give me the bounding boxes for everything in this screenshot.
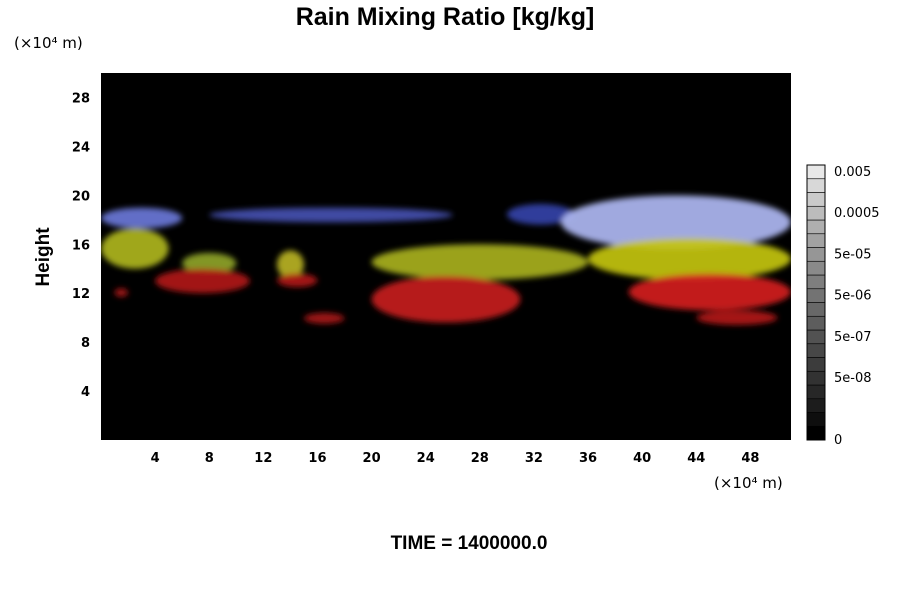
x-tick-label: 24 <box>417 451 435 466</box>
x-tick-label: 48 <box>741 451 759 466</box>
colorbar-label: 0.0005 <box>834 206 880 221</box>
colorbar-segment <box>806 357 826 372</box>
colorbar-segment <box>806 233 826 248</box>
colorbar-segment <box>806 302 826 317</box>
colorbar-segment <box>806 205 826 221</box>
colorbar-segment <box>806 315 826 331</box>
x-tick-label: 16 <box>308 451 326 466</box>
colorbar-segment <box>806 398 826 413</box>
x-axis-ticks: 4 8 12 16 20 24 28 32 36 40 44 48 <box>151 451 760 466</box>
colorbar-segment <box>806 425 826 441</box>
colorbar-segment <box>806 247 826 262</box>
rain-region-red-11 <box>371 276 521 323</box>
colorbar-label: 0 <box>834 433 842 448</box>
x-tick-label: 44 <box>687 451 705 466</box>
colorbar <box>806 164 826 441</box>
rain-region-red-10 <box>276 273 318 288</box>
rain-region-yellow-5 <box>182 252 237 274</box>
colorbar-frame <box>806 164 826 441</box>
colorbar-segment <box>806 329 826 345</box>
x-tick-label: 8 <box>205 451 214 466</box>
x-tick-label: 28 <box>471 451 489 466</box>
x-tick-label: 20 <box>363 451 381 466</box>
colorbar-segment <box>806 219 826 235</box>
colorbar-segment <box>806 164 826 180</box>
colorbar-label: 5e-05 <box>834 247 872 262</box>
colorbar-labels: 0.005 0.0005 5e-05 5e-06 5e-07 5e-08 0 <box>834 165 880 448</box>
x-tick-label: 12 <box>254 451 272 466</box>
rain-region-red-13 <box>696 310 778 326</box>
colorbar-segment <box>806 370 826 386</box>
y-tick-label: 24 <box>72 140 90 155</box>
colorbar-segment <box>806 192 826 207</box>
colorbar-segment <box>806 288 826 303</box>
y-tick-label: 28 <box>72 91 90 106</box>
rain-region-blue-0 <box>101 207 183 229</box>
y-tick-label: 20 <box>72 189 90 204</box>
rain-region-red-9 <box>155 268 250 294</box>
colorbar-label: 5e-06 <box>834 289 872 304</box>
rain-region-yellow-4 <box>101 228 169 269</box>
colorbar-segment <box>806 178 826 193</box>
colorbar-label: 5e-08 <box>834 371 872 386</box>
x-tick-label: 32 <box>525 451 543 466</box>
rain-region-blue-2 <box>506 203 575 225</box>
rain-region-red-12 <box>628 273 791 311</box>
colorbar-label: 5e-07 <box>834 330 872 345</box>
x-tick-label: 36 <box>579 451 597 466</box>
y-axis-ticks: 4 8 12 16 20 24 28 <box>72 91 90 400</box>
x-tick-label: 40 <box>633 451 651 466</box>
rain-region-yellow-6 <box>276 250 304 279</box>
colorbar-segment <box>806 343 826 358</box>
time-label: TIME = 1400000.0 <box>391 533 548 554</box>
rain-regions <box>101 195 791 326</box>
colorbar-label: 0.005 <box>834 165 871 180</box>
colorbar-segment <box>806 412 826 427</box>
rain-region-yellow-8 <box>588 238 791 280</box>
rain-region-blue-1 <box>209 207 453 223</box>
colorbar-segment <box>806 274 826 290</box>
rain-region-red-15 <box>114 288 129 297</box>
y-tick-label: 12 <box>72 287 90 302</box>
y-tick-label: 8 <box>81 336 90 351</box>
rain-region-red-14 <box>303 312 345 324</box>
colorbar-segment <box>806 384 826 400</box>
rain-region-blue-3 <box>561 195 791 250</box>
x-tick-label: 4 <box>151 451 160 466</box>
y-axis-unit: (×10⁴ m) <box>14 34 83 52</box>
rain-region-yellow-7 <box>371 244 589 280</box>
y-tick-label: 4 <box>81 385 90 400</box>
y-axis-label: Height <box>33 227 54 287</box>
y-tick-label: 16 <box>72 238 90 253</box>
colorbar-segment <box>806 260 826 276</box>
x-axis-unit: (×10⁴ m) <box>714 474 783 492</box>
chart-title: Rain Mixing Ratio [kg/kg] <box>296 3 595 31</box>
